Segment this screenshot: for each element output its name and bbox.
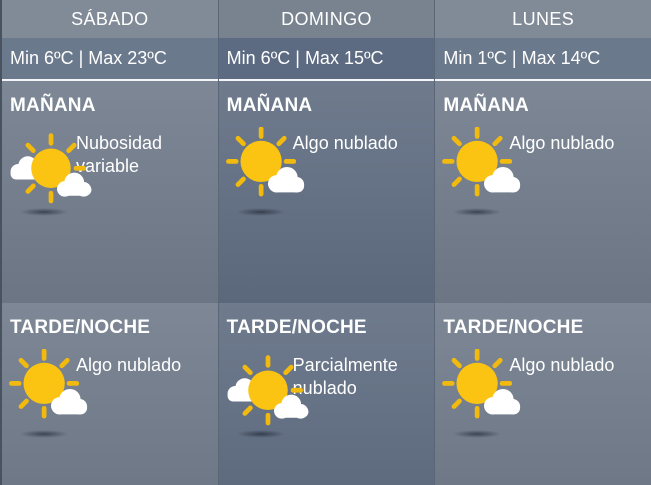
weather-description: Algo nublado (292, 133, 398, 153)
evening-label: TARDE/NOCHE (443, 317, 584, 338)
weather-description: Parcialmente nublado (292, 355, 398, 398)
sun-small-cloud-icon (441, 349, 527, 435)
icon-shadow (229, 429, 292, 439)
day-name: LUNES (512, 8, 575, 29)
minmax-text: Min 6ºC | Max 23ºC (10, 48, 167, 68)
sun-small-cloud-icon (8, 349, 94, 435)
weather-description: Algo nublado (509, 133, 615, 153)
evening-weather: Algo nublado (441, 349, 643, 461)
morning-weather: Algo nublado (225, 127, 427, 239)
day-name: DOMINGO (281, 8, 372, 29)
evening-section: TARDE/NOCHE Algo nublado (435, 303, 651, 485)
day-tab[interactable]: LUNES (435, 0, 651, 38)
evening-label: TARDE/NOCHE (10, 317, 151, 338)
minmax-text: Min 1ºC | Max 14ºC (443, 48, 601, 68)
day-tab[interactable]: SÁBADO (2, 0, 218, 38)
minmax-temperatures: Min 6ºC | Max 23ºC (2, 38, 218, 81)
morning-section: MAÑANA Nubosidad variable (2, 81, 218, 303)
day-name: SÁBADO (71, 8, 149, 29)
weather-description: Algo nublado (509, 355, 615, 375)
day-column-domingo[interactable]: DOMINGO Min 6ºC | Max 15ºC MAÑANA Algo n… (218, 0, 435, 485)
minmax-text: Min 6ºC | Max 15ºC (226, 48, 384, 68)
evening-section: TARDE/NOCHE Algo nublado (2, 303, 218, 485)
morning-weather: Nubosidad variable (10, 127, 210, 239)
icon-shadow (13, 429, 75, 439)
minmax-temperatures: Min 1ºC | Max 14ºC (435, 38, 651, 81)
weather-description: Algo nublado (76, 355, 182, 375)
evening-weather: Parcialmente nublado (227, 349, 427, 461)
icon-shadow (13, 207, 75, 217)
morning-label: MAÑANA (226, 95, 313, 116)
weather-description: Nubosidad variable (76, 133, 163, 176)
minmax-temperatures: Min 6ºC | Max 15ºC (218, 38, 435, 81)
morning-label: MAÑANA (10, 95, 96, 116)
day-column-sabado[interactable]: SÁBADO Min 6ºC | Max 23ºC MAÑANA Nubosid… (2, 0, 218, 485)
morning-label: MAÑANA (443, 95, 529, 116)
icon-shadow (229, 207, 292, 217)
sun-two-clouds-icon (225, 349, 311, 435)
morning-weather: Algo nublado (441, 127, 643, 239)
morning-section: MAÑANA Algo nublado (218, 81, 435, 303)
sun-small-cloud-icon (225, 127, 311, 213)
sun-small-cloud-icon (441, 127, 527, 213)
day-tab[interactable]: DOMINGO (218, 0, 435, 38)
evening-weather: Algo nublado (8, 349, 210, 461)
morning-section: MAÑANA Algo nublado (435, 81, 651, 303)
evening-section: TARDE/NOCHE Parcialmente nublado (218, 303, 435, 485)
icon-shadow (446, 207, 509, 217)
icon-shadow (446, 429, 509, 439)
sun-two-clouds-icon (8, 127, 94, 213)
evening-label: TARDE/NOCHE (226, 317, 367, 338)
day-column-lunes[interactable]: LUNES Min 1ºC | Max 14ºC MAÑANA Algo nub… (435, 0, 651, 485)
